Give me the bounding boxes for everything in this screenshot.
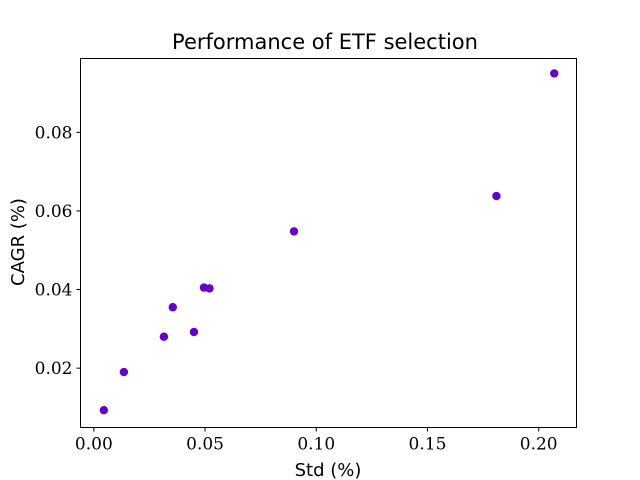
x-axis-label: Std (%)	[295, 460, 362, 480]
y-tick-label: 0.06	[35, 202, 73, 222]
x-axis-ticks: 0.00 0.05 0.10 0.15 0.20	[75, 427, 558, 455]
x-tick-label: 0.15	[409, 435, 447, 455]
data-point	[492, 191, 501, 201]
data-point	[205, 284, 214, 293]
x-tick-label: 0.20	[520, 435, 558, 455]
y-tick-label: 0.04	[35, 281, 73, 301]
y-tick-label: 0.02	[35, 359, 73, 379]
data-point	[550, 69, 559, 78]
data-point	[119, 367, 129, 377]
data-point	[159, 332, 169, 341]
y-axis-label: CAGR (%)	[8, 198, 29, 286]
data-point	[189, 327, 199, 337]
x-tick-label: 0.10	[297, 435, 335, 455]
x-tick-label: 0.00	[75, 435, 113, 455]
plot-area-frame	[80, 58, 577, 428]
data-point	[289, 227, 299, 236]
y-axis-ticks: 0.02 0.04 0.06 0.08	[35, 123, 81, 379]
y-tick-label: 0.08	[35, 123, 73, 143]
chart-title: Performance of ETF selection	[172, 30, 478, 54]
data-points	[99, 69, 559, 415]
x-tick-label: 0.05	[186, 435, 224, 455]
data-point	[99, 406, 109, 415]
data-point	[168, 303, 178, 312]
